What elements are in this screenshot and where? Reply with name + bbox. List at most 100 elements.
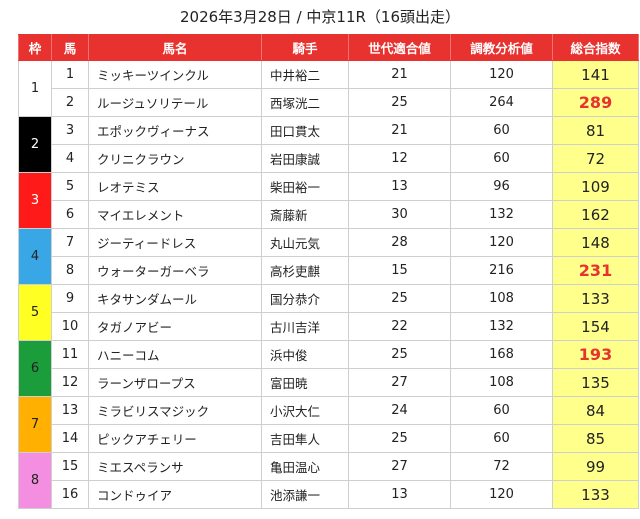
table-row: 14 ピックアチェリー 吉田隼人 25 60 85 bbox=[19, 424, 639, 453]
training-score-cell: 96 bbox=[450, 172, 553, 201]
horse-name-cell: エポックヴィーナス bbox=[88, 116, 262, 145]
horse-name-cell: ジーティードレス bbox=[88, 228, 262, 257]
training-score-cell: 120 bbox=[450, 228, 553, 257]
col-header-jockey: 騎手 bbox=[261, 34, 349, 61]
generation-score-cell: 13 bbox=[348, 172, 451, 201]
waku-cell: 4 bbox=[18, 228, 52, 285]
horse-name-cell: タガノアビー bbox=[88, 312, 262, 341]
col-header-total-score: 総合指数 bbox=[552, 34, 639, 61]
jockey-cell: 吉田隼人 bbox=[261, 424, 349, 453]
generation-score-cell: 22 bbox=[348, 312, 451, 341]
jockey-cell: 古川吉洋 bbox=[261, 312, 349, 341]
generation-score-cell: 30 bbox=[348, 200, 451, 229]
horse-name-cell: ミラビリスマジック bbox=[88, 396, 262, 425]
jockey-cell: 斎藤新 bbox=[261, 200, 349, 229]
horse-name-cell: ルージュソリテール bbox=[88, 88, 262, 117]
col-header-uma: 馬 bbox=[51, 34, 89, 61]
table-row: 2 ルージュソリテール 西塚洸二 25 264 289 bbox=[19, 88, 639, 117]
horse-name-cell: マイエレメント bbox=[88, 200, 262, 229]
jockey-cell: 小沢大仁 bbox=[261, 396, 349, 425]
horse-number-cell: 2 bbox=[51, 88, 89, 117]
horse-name-cell: ラーンザロープス bbox=[88, 368, 262, 397]
training-score-cell: 108 bbox=[450, 284, 553, 313]
generation-score-cell: 27 bbox=[348, 452, 451, 481]
total-score-cell: 133 bbox=[552, 284, 639, 313]
table-header: 枠 馬 馬名 騎手 世代適合値 調教分析値 総合指数 bbox=[18, 34, 639, 61]
total-score-cell: 133 bbox=[552, 480, 639, 509]
generation-score-cell: 25 bbox=[348, 88, 451, 117]
col-header-waku: 枠 bbox=[18, 34, 52, 61]
horse-number-cell: 12 bbox=[51, 368, 89, 397]
horse-number-cell: 9 bbox=[51, 284, 89, 313]
training-score-cell: 72 bbox=[450, 452, 553, 481]
table-row: 16 コンドゥイア 池添謙一 13 120 133 bbox=[19, 480, 639, 509]
waku-cell: 1 bbox=[18, 60, 52, 117]
generation-score-cell: 21 bbox=[348, 60, 451, 89]
total-score-cell: 72 bbox=[552, 144, 639, 173]
horse-number-cell: 16 bbox=[51, 480, 89, 509]
total-score-cell: 99 bbox=[552, 452, 639, 481]
generation-score-cell: 24 bbox=[348, 396, 451, 425]
generation-score-cell: 15 bbox=[348, 256, 451, 285]
horse-number-cell: 7 bbox=[51, 228, 89, 257]
generation-score-cell: 12 bbox=[348, 144, 451, 173]
horse-number-cell: 11 bbox=[51, 340, 89, 369]
horse-number-cell: 13 bbox=[51, 396, 89, 425]
horse-name-cell: ウォーターガーベラ bbox=[88, 256, 262, 285]
jockey-cell: 池添謙一 bbox=[261, 480, 349, 509]
generation-score-cell: 13 bbox=[348, 480, 451, 509]
training-score-cell: 60 bbox=[450, 424, 553, 453]
jockey-cell: 亀田温心 bbox=[261, 452, 349, 481]
horse-number-cell: 6 bbox=[51, 200, 89, 229]
table-row: 5 9 キタサンダムール 国分恭介 25 108 133 bbox=[18, 284, 639, 341]
page-title: 2026年3月28日 / 中京11R（16頭出走） bbox=[180, 8, 460, 26]
total-score-cell: 135 bbox=[552, 368, 639, 397]
total-score-cell: 81 bbox=[552, 116, 639, 145]
table-row: 8 15 ミエスペランサ 亀田温心 27 72 99 bbox=[18, 452, 639, 509]
total-score-cell: 141 bbox=[552, 60, 639, 89]
training-score-cell: 120 bbox=[450, 60, 553, 89]
horse-name-cell: ミッキーツインクル bbox=[88, 60, 262, 89]
jockey-cell: 中井裕二 bbox=[261, 60, 349, 89]
horse-number-cell: 15 bbox=[51, 452, 89, 481]
horse-name-cell: ハニーコム bbox=[88, 340, 262, 369]
horse-name-cell: ミエスペランサ bbox=[88, 452, 262, 481]
table-row: 1 1 ミッキーツインクル 中井裕二 21 120 141 bbox=[18, 60, 639, 117]
jockey-cell: 西塚洸二 bbox=[261, 88, 349, 117]
horse-number-cell: 3 bbox=[51, 116, 89, 145]
total-score-cell: 84 bbox=[552, 396, 639, 425]
table-row: 7 13 ミラビリスマジック 小沢大仁 24 60 84 bbox=[18, 396, 639, 453]
waku-cell: 5 bbox=[18, 284, 52, 341]
table-row: 8 ウォーターガーベラ 高杉吏麒 15 216 231 bbox=[19, 256, 639, 285]
horse-name-cell: レオテミス bbox=[88, 172, 262, 201]
total-score-cell: 85 bbox=[552, 424, 639, 453]
jockey-cell: 柴田裕一 bbox=[261, 172, 349, 201]
race-index-table: 枠 馬 馬名 騎手 世代適合値 調教分析値 総合指数 1 1 ミッキーツインクル 中井… bbox=[18, 34, 639, 509]
horse-name-cell: キタサンダムール bbox=[88, 284, 262, 313]
generation-score-cell: 25 bbox=[348, 284, 451, 313]
waku-cell: 8 bbox=[18, 452, 52, 509]
training-score-cell: 60 bbox=[450, 144, 553, 173]
generation-score-cell: 21 bbox=[348, 116, 451, 145]
waku-cell: 2 bbox=[18, 116, 52, 173]
waku-cell: 3 bbox=[18, 172, 52, 229]
table-row: 4 クリニクラウン 岩田康誠 12 60 72 bbox=[19, 144, 639, 173]
training-score-cell: 60 bbox=[450, 396, 553, 425]
waku-cell: 7 bbox=[18, 396, 52, 453]
total-score-cell: 162 bbox=[552, 200, 639, 229]
total-score-cell: 154 bbox=[552, 312, 639, 341]
generation-score-cell: 28 bbox=[348, 228, 451, 257]
generation-score-cell: 27 bbox=[348, 368, 451, 397]
horse-number-cell: 5 bbox=[51, 172, 89, 201]
jockey-cell: 高杉吏麒 bbox=[261, 256, 349, 285]
horse-number-cell: 8 bbox=[51, 256, 89, 285]
jockey-cell: 富田暁 bbox=[261, 368, 349, 397]
waku-cell: 6 bbox=[18, 340, 52, 397]
training-score-cell: 168 bbox=[450, 340, 553, 369]
table-row: 10 タガノアビー 古川吉洋 22 132 154 bbox=[19, 312, 639, 341]
table-row: 2 3 エポックヴィーナス 田口貫太 21 60 81 bbox=[18, 116, 639, 173]
table-body: 1 1 ミッキーツインクル 中井裕二 21 120 141 2 ルージュソリテール 西塚洸二 25 2… bbox=[18, 60, 639, 509]
generation-score-cell: 25 bbox=[348, 424, 451, 453]
horse-number-cell: 14 bbox=[51, 424, 89, 453]
table-row: 6 マイエレメント 斎藤新 30 132 162 bbox=[19, 200, 639, 229]
